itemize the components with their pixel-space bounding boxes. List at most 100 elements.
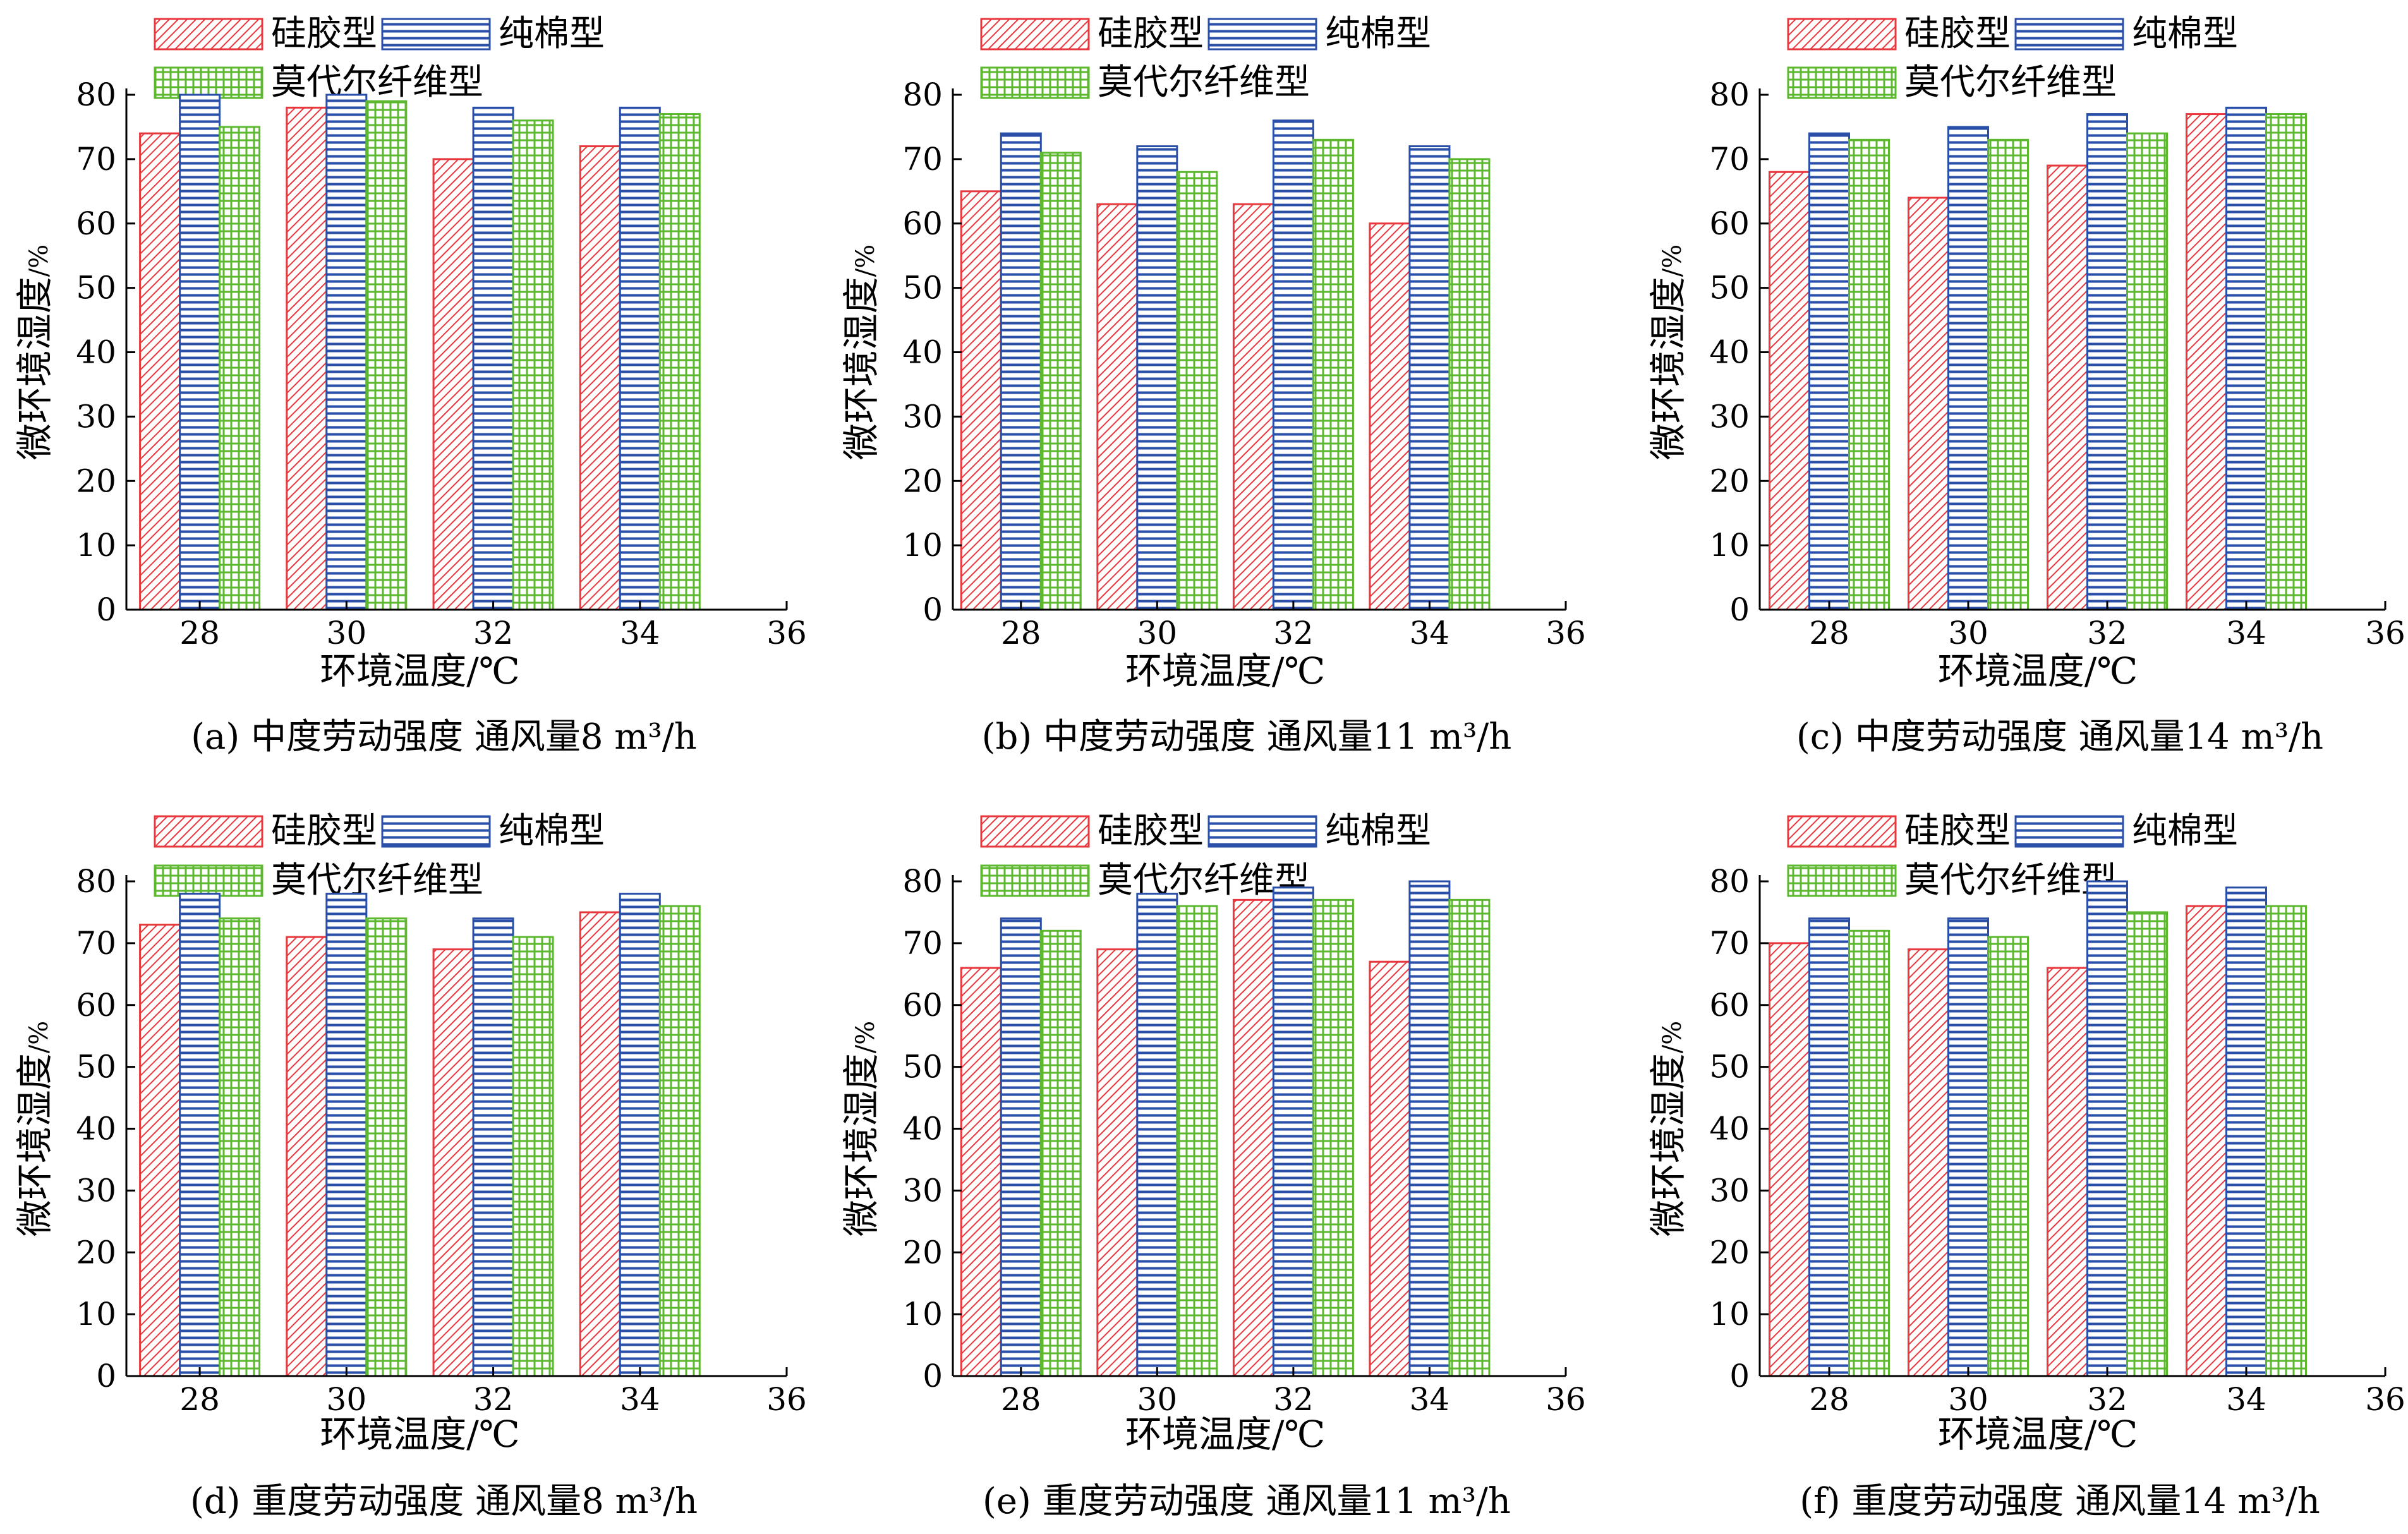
bar-modal-30 <box>1176 171 1218 611</box>
y-tick-label: 0 <box>923 591 943 628</box>
x-tick-label: 30 <box>1137 1381 1178 1418</box>
bar-silicone-28 <box>1769 171 1810 611</box>
x-tick-label: 28 <box>1001 1381 1041 1418</box>
y-tick-label: 70 <box>1709 141 1750 178</box>
bar-cotton-34 <box>1408 880 1451 1377</box>
y-tick-label: 50 <box>902 270 943 306</box>
y-axis-label-text: 微环境湿度 <box>1647 1053 1690 1236</box>
bar-silicone-30 <box>286 106 328 611</box>
legend-label-silicone: 硅胶型 <box>271 13 377 54</box>
bar-silicone-32 <box>2047 967 2088 1377</box>
x-tick-label: 34 <box>1410 1381 1450 1418</box>
legend-swatch-cotton <box>381 815 491 848</box>
bar-silicone-28 <box>960 967 1002 1377</box>
y-tick-label: 40 <box>902 334 943 371</box>
legend-label-silicone: 硅胶型 <box>271 811 377 852</box>
y-tick-label: 60 <box>76 987 116 1024</box>
y-tick-label: 30 <box>902 1172 943 1209</box>
y-tick-label: 70 <box>902 141 943 178</box>
bar-cotton-28 <box>179 893 221 1377</box>
x-axis-label: 环境温度/℃ <box>1125 649 1325 692</box>
y-axis-label: 微环境湿度/% <box>13 1021 56 1237</box>
legend-label-modal: 莫代尔纤维型 <box>271 62 483 103</box>
bar-silicone-30 <box>1096 948 1139 1377</box>
y-axis-unit: /% <box>1658 1021 1687 1053</box>
y-tick-label: 20 <box>76 462 116 499</box>
x-tick-label: 32 <box>2087 615 2127 651</box>
y-tick-label: 60 <box>1709 987 1750 1024</box>
y-tick-label: 30 <box>1709 398 1750 435</box>
y-axis-label: 微环境湿度/% <box>13 245 56 461</box>
panel-caption: (e) 重度劳动强度 通风量11 m³/h <box>983 1481 1511 1522</box>
bar-modal-28 <box>219 126 261 611</box>
bar-silicone-28 <box>139 132 181 611</box>
y-tick-label: 80 <box>1709 76 1750 113</box>
x-axis-label: 环境温度/℃ <box>1938 649 2138 692</box>
legend-label-silicone: 硅胶型 <box>1904 13 2011 54</box>
bar-modal-30 <box>1176 905 1218 1377</box>
panel-caption: (f) 重度劳动强度 通风量14 m³/h <box>1800 1481 2320 1522</box>
x-tick-label: 30 <box>1948 1381 1988 1418</box>
x-tick-label: 34 <box>620 1381 660 1418</box>
x-axis-label: 环境温度/℃ <box>320 1413 519 1456</box>
x-tick-label: 36 <box>1546 1381 1586 1418</box>
x-tick-label: 36 <box>2365 615 2405 651</box>
bar-modal-28 <box>1039 929 1082 1377</box>
legend-label-cotton: 纯棉型 <box>2132 13 2238 54</box>
y-tick-label: 60 <box>902 987 943 1024</box>
y-tick-label: 50 <box>76 1049 116 1085</box>
bar-modal-28 <box>1039 152 1082 611</box>
legend-label-silicone: 硅胶型 <box>1098 13 1204 54</box>
bar-modal-32 <box>2126 911 2168 1377</box>
bar-cotton-32 <box>2086 880 2128 1377</box>
y-tick-label: 80 <box>902 863 943 900</box>
y-tick-label: 20 <box>1709 1234 1750 1271</box>
bar-modal-28 <box>1848 929 1890 1377</box>
x-tick-label: 34 <box>2226 1381 2266 1418</box>
y-tick-label: 10 <box>902 527 943 564</box>
bar-silicone-34 <box>1369 222 1411 611</box>
bar-cotton-32 <box>472 917 514 1377</box>
y-tick-label: 0 <box>96 1358 116 1394</box>
y-axis-label: 微环境湿度/% <box>840 1021 883 1237</box>
bar-modal-34 <box>658 113 701 611</box>
y-tick-label: 60 <box>76 205 116 242</box>
y-tick-label: 30 <box>902 398 943 435</box>
legend-label-cotton: 纯棉型 <box>2132 811 2238 852</box>
bar-cotton-32 <box>472 106 514 611</box>
bar-modal-30 <box>1987 138 2029 611</box>
y-tick-label: 40 <box>1709 334 1750 371</box>
x-tick-label: 32 <box>1273 615 1314 651</box>
x-tick-label: 34 <box>1410 615 1450 651</box>
x-tick-label: 30 <box>327 1381 367 1418</box>
y-tick-label: 50 <box>76 270 116 306</box>
y-tick-label: 10 <box>1709 1296 1750 1332</box>
bar-silicone-34 <box>1369 960 1411 1377</box>
y-axis-unit: /% <box>851 245 880 277</box>
bar-modal-32 <box>2126 132 2168 611</box>
bar-silicone-30 <box>1908 196 1949 611</box>
y-tick-label: 40 <box>1709 1111 1750 1147</box>
y-tick-label: 40 <box>76 1111 116 1147</box>
bar-modal-32 <box>1312 898 1354 1377</box>
bar-cotton-30 <box>1136 145 1178 611</box>
bar-modal-32 <box>1312 138 1354 611</box>
y-tick-label: 50 <box>1709 1049 1750 1085</box>
y-axis-label-text: 微环境湿度 <box>13 1053 56 1236</box>
y-tick-label: 80 <box>76 863 116 900</box>
y-tick-label: 10 <box>76 1296 116 1332</box>
bar-cotton-32 <box>1272 119 1314 611</box>
bar-silicone-34 <box>579 911 621 1377</box>
y-tick-label: 70 <box>1709 925 1750 962</box>
bar-silicone-34 <box>2186 905 2227 1377</box>
legend-swatch-silicone <box>1787 815 1897 848</box>
x-tick-label: 28 <box>1809 1381 1849 1418</box>
x-tick-label: 34 <box>620 615 660 651</box>
y-tick-label: 30 <box>76 398 116 435</box>
x-tick-label: 32 <box>1273 1381 1314 1418</box>
y-axis-unit: /% <box>1658 245 1687 277</box>
bar-cotton-34 <box>619 106 661 611</box>
y-tick-label: 70 <box>76 925 116 962</box>
